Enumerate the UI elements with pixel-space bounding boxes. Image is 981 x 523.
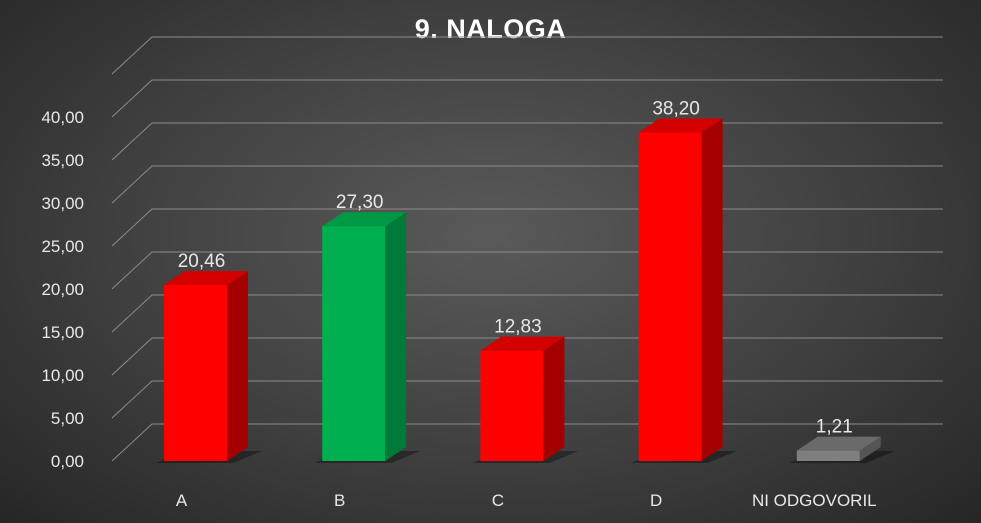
- bar: [480, 350, 544, 461]
- data-label: 20,46: [178, 251, 226, 272]
- bar-top: [796, 436, 881, 451]
- y-tick-label: 25,00: [41, 237, 84, 256]
- y-tick-label: 10,00: [41, 366, 84, 385]
- data-label: 38,20: [652, 98, 700, 119]
- bar-top: [638, 118, 723, 133]
- gridline: [111, 122, 943, 161]
- bar-side: [385, 212, 407, 461]
- data-label: 1,21: [816, 417, 853, 438]
- bar: [164, 285, 227, 461]
- chart-title: 9. NALOGA: [414, 14, 567, 44]
- x-category-label: D: [650, 491, 662, 510]
- x-category-label: B: [334, 491, 345, 510]
- gridline: [111, 165, 943, 204]
- y-tick-label: 0,00: [51, 452, 84, 471]
- bar-top: [322, 212, 407, 227]
- bar: [796, 450, 860, 461]
- y-tick-label: 20,00: [41, 280, 84, 299]
- bar-side: [701, 118, 723, 461]
- x-category-label: A: [176, 491, 188, 510]
- gridline: [111, 208, 943, 247]
- y-tick-label: 30,00: [41, 194, 84, 213]
- bar-side: [543, 336, 565, 461]
- x-category-label: NI ODGOVORIL: [752, 491, 877, 510]
- y-tick-label: 35,00: [41, 151, 84, 170]
- y-tick-label: 15,00: [41, 323, 84, 342]
- bar: [638, 132, 702, 462]
- gridline: [111, 36, 943, 75]
- data-label: 27,30: [336, 192, 384, 213]
- gridline: [111, 79, 943, 118]
- data-label: 12,83: [494, 317, 542, 338]
- x-category-label: C: [492, 491, 504, 510]
- bar-top: [164, 271, 248, 286]
- y-tick-label: 5,00: [51, 409, 84, 428]
- bar: [322, 226, 386, 461]
- bar-side: [859, 436, 881, 461]
- bar-side: [227, 271, 248, 461]
- bar-top: [480, 336, 565, 351]
- y-tick-label: 40,00: [41, 108, 84, 127]
